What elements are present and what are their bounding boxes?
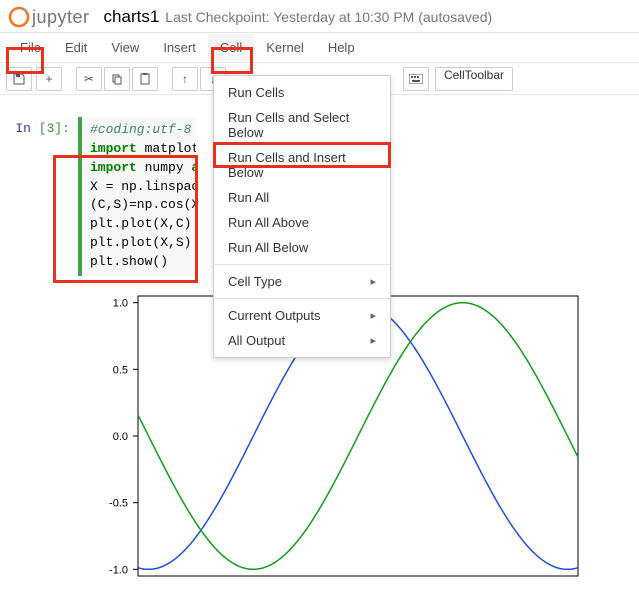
save-button[interactable] <box>6 67 32 91</box>
jupyter-logo-icon <box>8 6 30 28</box>
paste-icon <box>139 73 151 85</box>
title-area: charts1 Last Checkpoint: Yesterday at 10… <box>104 7 493 27</box>
cell-menu-dropdown: Run CellsRun Cells and Select BelowRun C… <box>213 75 391 358</box>
menu-cell[interactable]: Cell <box>208 34 254 61</box>
menu-item-run-cells-and-select-below[interactable]: Run Cells and Select Below <box>214 105 390 145</box>
save-icon <box>13 73 25 85</box>
menu-view[interactable]: View <box>99 34 151 61</box>
move-up-button[interactable]: ↑ <box>172 67 198 91</box>
svg-text:1.0: 1.0 <box>113 297 128 309</box>
notebook-name[interactable]: charts1 <box>104 7 160 27</box>
menu-kernel[interactable]: Kernel <box>254 34 316 61</box>
prompt-prefix: In <box>15 121 38 136</box>
cut-icon: ✂ <box>84 72 94 86</box>
menu-item-cell-type[interactable]: Cell Type <box>214 269 390 294</box>
svg-text:-0.5: -0.5 <box>109 497 128 509</box>
svg-text:0.0: 0.0 <box>113 431 128 443</box>
paste-button[interactable] <box>132 67 158 91</box>
menu-item-run-cells-and-insert-below[interactable]: Run Cells and Insert Below <box>214 145 390 185</box>
keyboard-button[interactable] <box>403 67 429 91</box>
menu-file[interactable]: File <box>8 34 53 61</box>
menu-item-run-cells[interactable]: Run Cells <box>214 80 390 105</box>
jupyter-logo-text: jupyter <box>32 7 90 28</box>
menu-item-run-all[interactable]: Run All <box>214 185 390 210</box>
menu-item-run-all-below[interactable]: Run All Below <box>214 235 390 260</box>
cut-button[interactable]: ✂ <box>76 67 102 91</box>
plus-icon: + <box>45 72 52 86</box>
jupyter-logo: jupyter <box>8 6 90 28</box>
menu-item-all-output[interactable]: All Output <box>214 328 390 353</box>
menu-separator <box>214 298 390 299</box>
add-cell-button[interactable]: + <box>36 67 62 91</box>
code-input[interactable]: #coding:utf-8 import matplotlib. import … <box>78 117 196 276</box>
keyboard-icon <box>409 74 423 84</box>
menu-separator <box>214 264 390 265</box>
menu-edit[interactable]: Edit <box>53 34 99 61</box>
svg-text:0.5: 0.5 <box>113 364 128 376</box>
celltoolbar-select[interactable]: CellToolbar <box>435 67 513 91</box>
menu-help[interactable]: Help <box>316 34 367 61</box>
exec-count: [3]: <box>39 121 70 136</box>
menu-item-run-all-above[interactable]: Run All Above <box>214 210 390 235</box>
menu-item-current-outputs[interactable]: Current Outputs <box>214 303 390 328</box>
notebook-header: jupyter charts1 Last Checkpoint: Yesterd… <box>0 0 639 33</box>
menubar: FileEditViewInsertCellKernelHelp <box>0 33 639 63</box>
copy-icon <box>111 73 123 85</box>
menu-insert[interactable]: Insert <box>151 34 208 61</box>
svg-text:-1.0: -1.0 <box>109 564 128 576</box>
checkpoint-status: Last Checkpoint: Yesterday at 10:30 PM (… <box>165 9 492 25</box>
copy-button[interactable] <box>104 67 130 91</box>
input-prompt: In [3]: <box>8 117 78 276</box>
arrow-up-icon: ↑ <box>182 72 188 86</box>
